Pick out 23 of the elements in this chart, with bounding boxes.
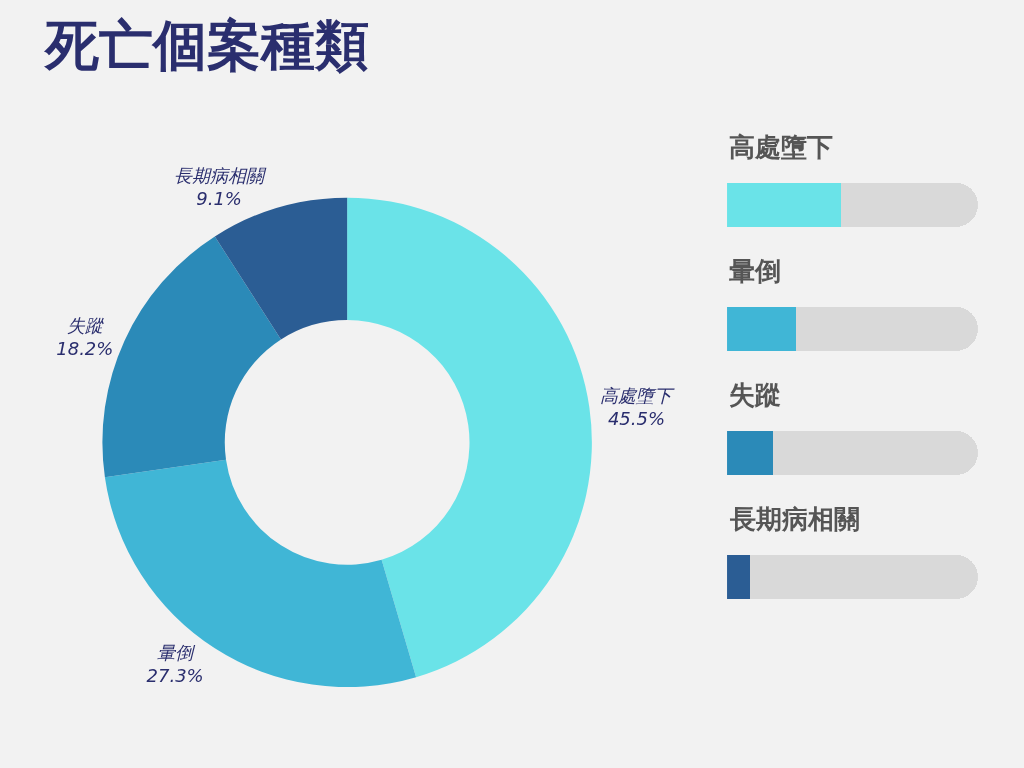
slice-label: 失蹤 xyxy=(66,314,104,336)
category-label: 失蹤 xyxy=(729,380,781,410)
bar xyxy=(795,306,978,351)
slice-label: 長期病相關 xyxy=(174,164,268,186)
bar xyxy=(749,554,978,599)
slice-label: 高處墮下 xyxy=(600,384,676,406)
data-label: 18.2% xyxy=(56,338,114,360)
donut-slice xyxy=(347,197,592,678)
slice-label: 暈倒 xyxy=(157,641,197,663)
data-label: 27.3% xyxy=(146,665,204,687)
category-label: 高處墮下 xyxy=(729,132,833,162)
donut-slice xyxy=(104,459,417,687)
category-label: 暈倒 xyxy=(729,256,781,286)
bar xyxy=(727,554,750,599)
category-label: 長期病相關 xyxy=(730,504,860,534)
bar xyxy=(772,430,978,475)
bar xyxy=(727,306,796,351)
bar xyxy=(727,430,773,475)
data-label: 9.1% xyxy=(196,188,242,210)
data-label: 45.5% xyxy=(607,408,666,430)
bar xyxy=(841,182,978,227)
bar xyxy=(727,182,842,227)
chart-title: 死亡個案種類 xyxy=(43,14,369,77)
